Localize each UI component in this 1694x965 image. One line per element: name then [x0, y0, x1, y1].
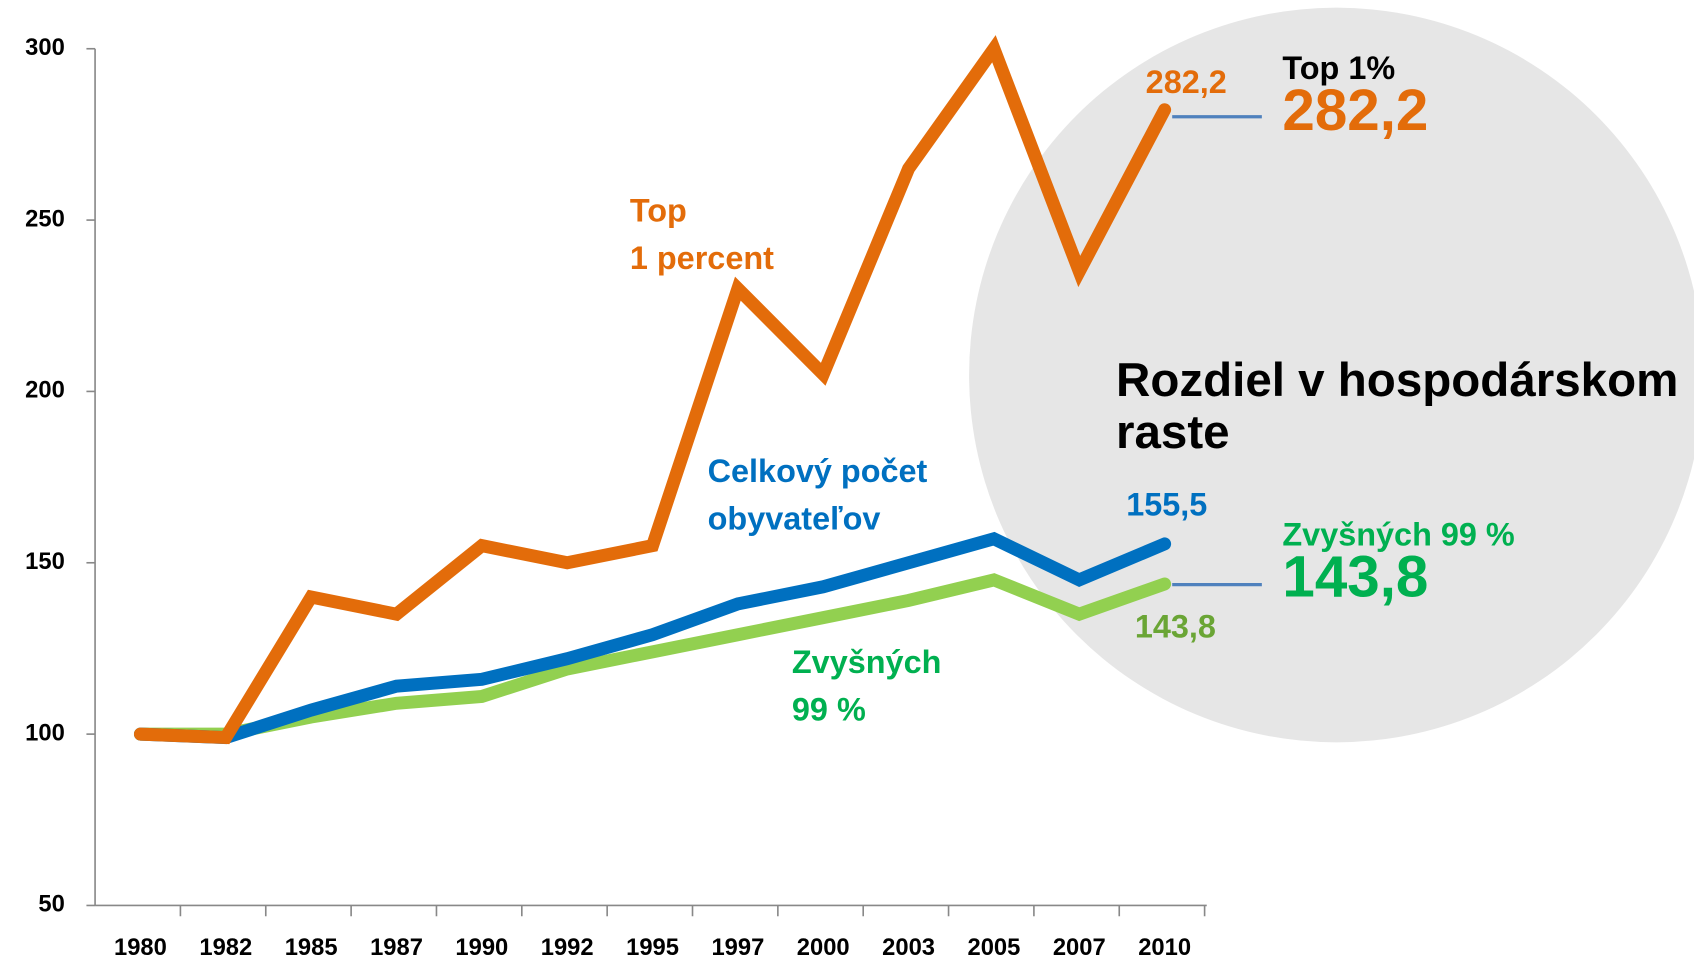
- circle-title: Rozdiel v hospodárskom: [1116, 354, 1678, 407]
- x-tick-label: 2003: [882, 934, 935, 961]
- x-tick-label: 2010: [1138, 934, 1191, 961]
- callout-name: Top 1%: [1282, 50, 1395, 86]
- series-label: obyvateľov: [708, 500, 881, 536]
- y-tick-label: 100: [25, 719, 65, 746]
- series-label: 1 percent: [630, 240, 774, 276]
- circle-title: raste: [1116, 406, 1230, 459]
- series-line: [133, 35, 1172, 745]
- x-tick-label: 1995: [626, 934, 679, 961]
- end-value-label: 155,5: [1126, 486, 1207, 522]
- x-tick-label: 1990: [455, 934, 508, 961]
- x-tick-label: 1987: [370, 934, 423, 961]
- y-tick-label: 150: [25, 548, 65, 575]
- series-label: 99 %: [792, 692, 866, 728]
- x-tick-label: 1985: [285, 934, 338, 961]
- y-tick-label: 300: [25, 34, 65, 61]
- x-tick-label: 2000: [797, 934, 850, 961]
- end-value-label: 282,2: [1146, 64, 1227, 100]
- end-value-label: 143,8: [1135, 608, 1216, 644]
- x-tick-label: 1997: [711, 934, 764, 961]
- callout-name: Zvyšných 99 %: [1282, 517, 1514, 553]
- x-tick-label: 1992: [541, 934, 594, 961]
- series-label: Top: [630, 193, 687, 229]
- x-tick-label: 2005: [968, 934, 1021, 961]
- callout-value: 143,8: [1282, 545, 1428, 610]
- series-label: Celkový počet: [708, 453, 928, 489]
- highlight-circle: [969, 7, 1694, 743]
- series-line: [133, 531, 1172, 745]
- y-tick-label: 200: [25, 377, 65, 404]
- y-tick-label: 250: [25, 205, 65, 232]
- series-line: [133, 573, 1172, 741]
- x-tick-label: 1980: [114, 934, 167, 961]
- x-tick-label: 2007: [1053, 934, 1106, 961]
- y-tick-label: 50: [38, 891, 64, 918]
- series-label: Zvyšných: [792, 644, 942, 680]
- x-tick-label: 1982: [199, 934, 252, 961]
- callout-value: 282,2: [1282, 78, 1428, 143]
